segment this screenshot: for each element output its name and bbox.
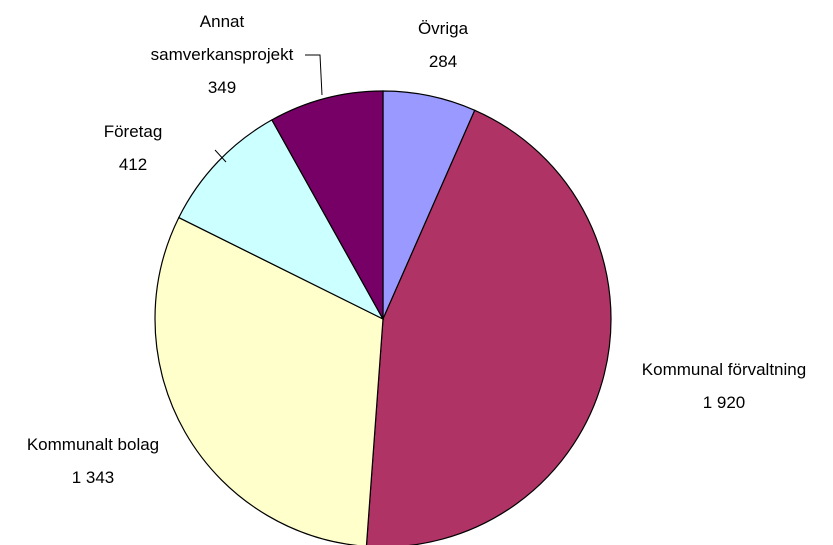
category-label: Övriga bbox=[417, 19, 469, 38]
leader-line bbox=[305, 54, 323, 96]
slice-label: Kommunalt bolag 1 343 bbox=[0, 428, 193, 494]
value-label: 349 bbox=[207, 78, 237, 97]
value-label: 1 920 bbox=[702, 393, 746, 412]
category-label: Kommunal förvaltning bbox=[641, 360, 807, 379]
slice-label: Övriga 284 bbox=[383, 12, 503, 78]
value-label: 412 bbox=[118, 155, 148, 174]
category-label: Företag bbox=[103, 122, 163, 141]
pie-slice bbox=[177, 119, 385, 321]
value-label: 284 bbox=[428, 52, 458, 71]
pie-slice bbox=[365, 109, 612, 545]
slice-label: Kommunal förvaltning 1 920 bbox=[609, 353, 833, 419]
pie-slice bbox=[154, 216, 384, 545]
pie-slice bbox=[271, 90, 384, 322]
category-label: Annat samverkansprojekt bbox=[150, 12, 294, 64]
slice-label: Företag 412 bbox=[73, 115, 193, 181]
leader-line bbox=[214, 149, 227, 163]
category-label: Kommunalt bolag bbox=[26, 435, 160, 454]
value-label: 1 343 bbox=[71, 468, 115, 487]
slice-label: Annat samverkansprojekt 349 bbox=[142, 5, 302, 104]
